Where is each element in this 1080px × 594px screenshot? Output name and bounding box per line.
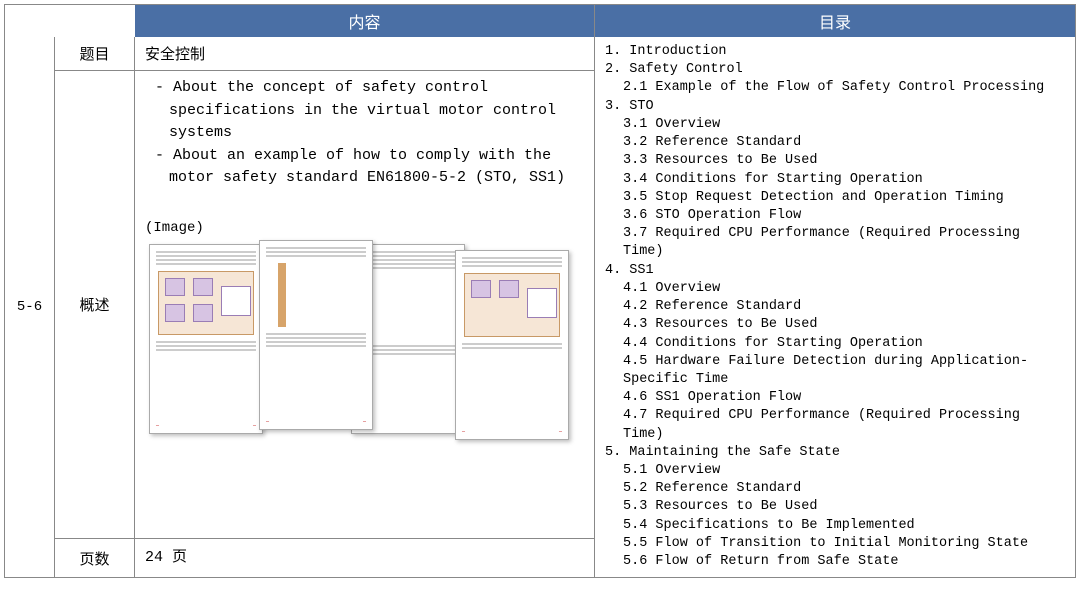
toc-item: 2. Safety Control [605,61,1065,79]
label-title: 题目 [55,37,134,71]
toc-subitem: 5.6 Flow of Return from Safe State [605,553,1065,571]
toc-item: 5. Maintaining the Safe State [605,444,1065,462]
doc-thumbnail: —— [455,250,569,440]
header-content-col: 内容 [135,5,595,37]
table-body: 5-6 题目 概述 页数 安全控制 - About the concept of… [5,37,1075,577]
content-title: 安全控制 [135,37,594,71]
image-label: (Image) [145,220,584,236]
toc-subitem: 4.4 Conditions for Starting Operation [605,335,1065,353]
row-labels: 题目 概述 页数 [55,37,135,577]
toc-subitem: 5.5 Flow of Transition to Initial Monito… [605,535,1065,553]
thumbnail-row: —— —— —— [145,240,584,450]
label-pages: 页数 [55,539,134,577]
table-header: 内容 目录 [5,5,1075,37]
toc-subitem: 3.2 Reference Standard [605,134,1065,152]
toc-item: 1. Introduction [605,43,1065,61]
toc-subitem: 5.4 Specifications to Be Implemented [605,517,1065,535]
toc-subitem: 5.2 Reference Standard [605,480,1065,498]
toc-subitem: 3.4 Conditions for Starting Operation [605,171,1065,189]
toc-item: 3. STO [605,98,1065,116]
row-id: 5-6 [5,37,55,577]
toc-subitem: 4.6 SS1 Operation Flow [605,389,1065,407]
toc-subitem: 3.1 Overview [605,116,1065,134]
toc-subitem: 3.6 STO Operation Flow [605,207,1065,225]
overview-text: - About the concept of safety control sp… [145,77,584,190]
toc-subitem: 2.1 Example of the Flow of Safety Contro… [605,79,1065,97]
toc-subitem: 4.1 Overview [605,280,1065,298]
content-column: 安全控制 - About the concept of safety contr… [135,37,595,577]
header-toc-col: 目录 [595,5,1075,37]
toc-item: 4. SS1 [605,262,1065,280]
content-pages: 24 页 [135,539,594,577]
toc-subitem: 4.2 Reference Standard [605,298,1065,316]
overview-bullet: - About the concept of safety control sp… [145,77,584,145]
label-overview: 概述 [55,71,134,539]
doc-thumbnail: —— [149,244,263,434]
toc-subitem: 3.5 Stop Request Detection and Operation… [605,189,1065,207]
overview-bullet: - About an example of how to comply with… [145,145,584,190]
toc-subitem: 3.7 Required CPU Performance (Required P… [605,225,1065,261]
document-table: 内容 目录 5-6 题目 概述 页数 安全控制 - About the conc… [4,4,1076,578]
toc-subitem: 4.5 Hardware Failure Detection during Ap… [605,353,1065,389]
header-spacer [5,5,55,37]
toc-subitem: 4.7 Required CPU Performance (Required P… [605,407,1065,443]
toc-subitem: 5.3 Resources to Be Used [605,498,1065,516]
doc-thumbnail: —— [259,240,373,430]
header-spacer [55,5,135,37]
toc-subitem: 4.3 Resources to Be Used [605,316,1065,334]
toc-column: 1. Introduction 2. Safety Control 2.1 Ex… [595,37,1075,577]
content-overview: - About the concept of safety control sp… [135,71,594,539]
toc-subitem: 3.3 Resources to Be Used [605,152,1065,170]
toc-subitem: 5.1 Overview [605,462,1065,480]
